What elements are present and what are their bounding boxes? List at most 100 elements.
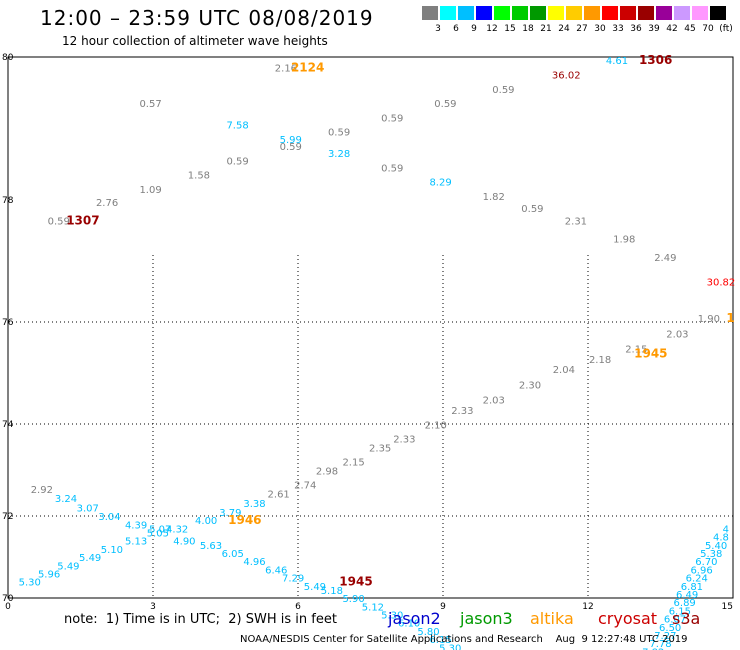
- wave-height-value: 2.35: [369, 444, 391, 455]
- colorbar-label: 27: [576, 24, 588, 34]
- colorbar-swatch: [422, 6, 438, 20]
- y-axis-label: 80: [2, 53, 14, 63]
- map-subtitle: 12 hour collection of altimeter wave hei…: [62, 34, 328, 48]
- wave-height-value: 7.29: [282, 574, 304, 585]
- wave-height-value: 0.57: [139, 99, 161, 110]
- legend-jason2: jason2: [388, 609, 441, 628]
- wave-height-value: 5.05: [147, 529, 169, 540]
- pass-time-label: 2124: [291, 60, 324, 74]
- colorbar-label: 42: [666, 24, 678, 34]
- wave-height-value: 6.81: [681, 582, 703, 593]
- x-axis-label: 0: [5, 602, 11, 612]
- wave-height-value: 0.59: [381, 163, 403, 174]
- wave-height-value: 3.38: [243, 499, 265, 510]
- wave-height-value: 4.61: [606, 56, 628, 67]
- wave-height-value: 5.99: [280, 135, 302, 146]
- wave-height-value: 6.15: [429, 635, 451, 646]
- colorbar-swatch: [602, 6, 618, 20]
- wave-height-value: 2.18: [589, 355, 611, 366]
- wave-height-value: 2.16: [275, 63, 297, 74]
- wave-height-value: 0.59: [226, 156, 248, 167]
- wave-height-value: 1.58: [188, 171, 210, 182]
- wave-height-value: 5.40: [705, 541, 727, 552]
- wave-height-value: 6.07: [664, 615, 686, 626]
- wave-height-value: 2.10: [425, 421, 447, 432]
- wave-height-value: 6.89: [674, 598, 696, 609]
- pass-time-label: 1945: [634, 347, 667, 361]
- colorbar-label: 33: [612, 24, 624, 34]
- wave-height-value: 3.04: [98, 512, 120, 523]
- wave-height-value: 6.15: [669, 606, 691, 617]
- wave-height-value: 0.59: [328, 128, 350, 139]
- wave-height-value: 7.78: [649, 639, 671, 650]
- wave-height-value: 36.02: [552, 70, 581, 81]
- wave-height-value: 5.30: [381, 611, 403, 622]
- colorbar-swatch: [458, 6, 474, 20]
- wave-height-value: 2.33: [451, 406, 473, 417]
- wave-height-value: 0.59: [521, 204, 543, 215]
- x-axis-label: 6: [295, 602, 301, 612]
- wave-height-value: 4.90: [173, 537, 195, 548]
- colorbar-swatch: [620, 6, 636, 20]
- colorbar-swatch: [674, 6, 690, 20]
- wave-height-value: 2.15: [625, 345, 647, 356]
- colorbar-label: 36: [630, 24, 642, 34]
- wave-height-value: 4.96: [243, 557, 265, 568]
- colorbar-label: 30: [594, 24, 606, 34]
- wave-height-value: 4: [723, 524, 729, 535]
- wave-height-value: 5.12: [362, 602, 384, 613]
- wave-height-value: 5.49: [79, 553, 101, 564]
- wave-height-value: 0.59: [48, 216, 70, 227]
- pass-time-label: 1307: [66, 213, 99, 227]
- wave-height-value: 2.74: [294, 480, 316, 491]
- footer-credit: NOAA/NESDIS Center for Satellite Applica…: [240, 634, 688, 645]
- pass-time-label: 1945: [339, 575, 372, 589]
- wave-height-value: 4.39: [125, 520, 147, 531]
- colorbar-swatch: [710, 6, 726, 20]
- colorbar-label: 21: [540, 24, 552, 34]
- wave-height-value: 5.30: [439, 643, 461, 650]
- x-axis-label: 9: [440, 602, 446, 612]
- wave-height-value: 5.96: [38, 570, 60, 581]
- colorbar-label: 18: [522, 24, 534, 34]
- colorbar-label: 45: [684, 24, 696, 34]
- colorbar-label: 24: [558, 24, 570, 34]
- legend-s3a: s3a: [672, 609, 701, 628]
- wave-height-value: 7.82: [642, 647, 664, 650]
- wave-height-value: 0.59: [492, 85, 514, 96]
- wave-height-value: 2.61: [268, 490, 290, 501]
- colorbar-swatch: [548, 6, 564, 20]
- wave-height-value: 3.79: [219, 508, 241, 519]
- wave-height-value: 6.10: [398, 619, 420, 630]
- pass-time-label: 1306: [639, 53, 672, 67]
- wave-height-value: 3.28: [328, 149, 350, 160]
- wave-height-value: 6.70: [695, 557, 717, 568]
- wave-height-value: 6.49: [676, 590, 698, 601]
- wave-height-value: 5.63: [200, 541, 222, 552]
- pass-time-label: 1946: [228, 513, 261, 527]
- colorbar-swatch: [638, 6, 654, 20]
- wave-height-value: 1.90: [698, 314, 720, 325]
- wave-height-value: 5.30: [19, 578, 41, 589]
- colorbar-swatch: [584, 6, 600, 20]
- wave-height-value: 30.82: [707, 277, 736, 288]
- y-axis-label: 70: [2, 594, 14, 604]
- colorbar-label: 3: [435, 24, 441, 34]
- map-frame: [7, 56, 734, 599]
- wave-height-value: 6.50: [659, 623, 681, 634]
- colorbar-label: 12: [486, 24, 498, 34]
- wave-height-value: 0.59: [381, 113, 403, 124]
- colorbar-label: 9: [471, 24, 477, 34]
- colorbar-swatch: [440, 6, 456, 20]
- pass-time-label: 1: [726, 311, 734, 325]
- x-axis-label: 12: [582, 602, 593, 612]
- wave-height-value: 2.31: [565, 216, 587, 227]
- wave-height-value: 7.27: [654, 631, 676, 642]
- wave-height-value: 5.38: [700, 549, 722, 560]
- wave-height-value: 2.92: [31, 485, 53, 496]
- wave-height-value: 8.29: [429, 178, 451, 189]
- legend-jason3: jason3: [460, 609, 513, 628]
- wave-height-value: 2.03: [483, 396, 505, 407]
- wave-height-value: 1.98: [613, 235, 635, 246]
